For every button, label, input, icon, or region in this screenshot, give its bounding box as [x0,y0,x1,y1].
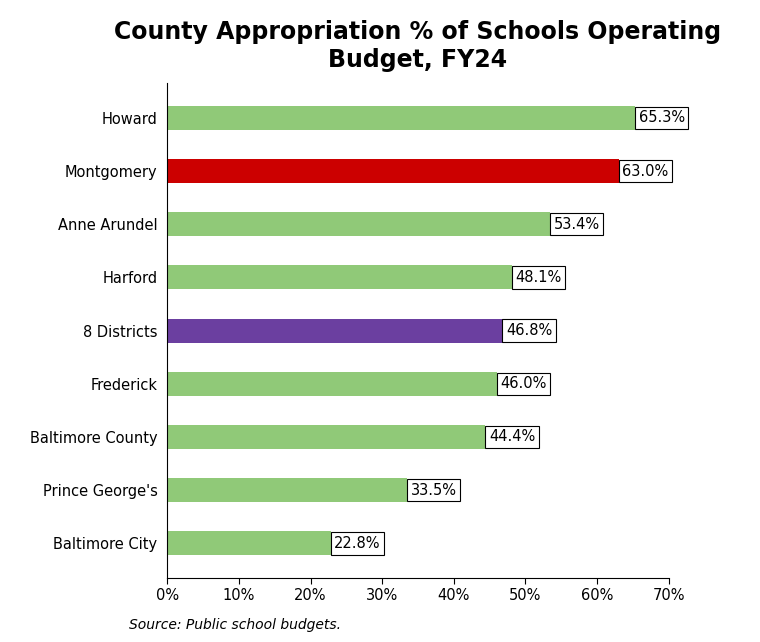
Text: 33.5%: 33.5% [411,483,457,498]
Text: 53.4%: 53.4% [553,217,600,232]
Bar [167,372,497,395]
Bar [167,266,512,290]
Bar [167,213,549,236]
Bar [167,159,619,183]
Bar [167,532,331,555]
Text: 44.4%: 44.4% [489,429,535,444]
Text: 46.8%: 46.8% [506,323,553,338]
Bar [167,478,407,502]
Bar [167,106,635,130]
Bar [167,318,502,343]
Text: 48.1%: 48.1% [515,270,562,285]
Text: 65.3%: 65.3% [638,110,685,125]
Text: 46.0%: 46.0% [500,376,546,392]
Text: 63.0%: 63.0% [622,164,669,178]
Text: 22.8%: 22.8% [334,536,381,551]
Bar [167,425,486,449]
Title: County Appropriation % of Schools Operating
Budget, FY24: County Appropriation % of Schools Operat… [115,20,721,72]
Text: Source: Public school budgets.: Source: Public school budgets. [129,618,341,632]
